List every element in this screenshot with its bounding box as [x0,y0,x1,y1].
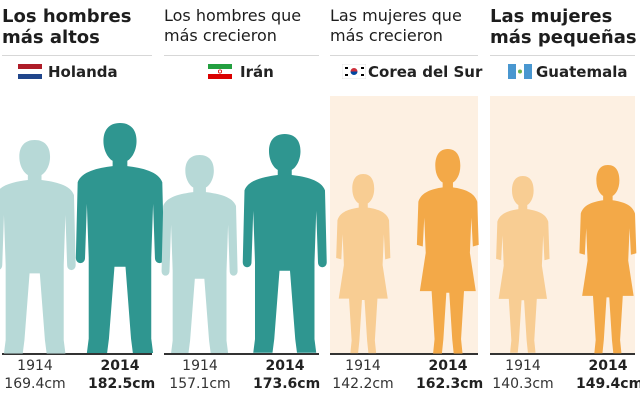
year-label: 2014 [588,358,628,374]
netherlands-flag-icon [18,64,42,79]
panel-title: Las mujeres que más crecieron [330,6,462,45]
panel-netherlands: Los hombres más altos Holanda 1914 169.4cm 2… [0,0,165,414]
year-label: 1914 [505,358,541,374]
baseline [330,353,478,355]
panel-guatemala: Las mujeres más pequeñas Guatemala 1914 140… [490,0,640,414]
year-label: 2014 [100,358,140,374]
title-divider [490,55,635,56]
country-label: Corea del Sur [368,63,483,81]
panel-title: Los hombres más altos [2,6,132,48]
figure-2014 [417,148,479,353]
figure-1914 [496,176,550,353]
year-label: 2014 [428,358,468,374]
panel-title: Las mujeres más pequeñas [490,6,637,48]
baseline [490,353,635,355]
height-value-label: 142.2cm [332,376,394,392]
country-label: Irán [240,63,274,81]
height-value-label: 140.3cm [492,376,554,392]
height-value-label: 149.4cm [576,376,640,392]
figure-2014 [579,164,637,353]
title-divider [2,55,152,56]
country-label: Holanda [48,63,118,81]
height-value-label: 162.3cm [416,376,484,392]
figure-1914 [0,139,76,353]
panel-south-korea: Las mujeres que más crecieron Corea del S… [330,0,484,414]
year-label: 1914 [17,358,53,374]
country-label: Guatemala [536,63,628,81]
year-label: 1914 [345,358,381,374]
title-divider [164,55,319,56]
height-value-label: 173.6cm [253,376,321,392]
year-label: 2014 [265,358,305,374]
guatemala-flag-icon [508,64,532,79]
iran-flag-icon [208,64,232,79]
height-value-label: 169.4cm [4,376,66,392]
south-korea-flag-icon [342,64,366,79]
figure-2014 [75,123,165,353]
height-value-label: 157.1cm [169,376,231,392]
figure-2014 [242,134,327,353]
panel-title: Los hombres que más crecieron [164,6,302,45]
title-divider [330,55,478,56]
figure-1914 [335,173,391,353]
height-value-label: 182.5cm [88,376,156,392]
year-label: 1914 [182,358,218,374]
panel-iran: Los hombres que más crecieron Irán 1914 157… [162,0,327,414]
baseline [2,353,152,355]
figure-1914 [162,155,239,353]
baseline [164,353,319,355]
